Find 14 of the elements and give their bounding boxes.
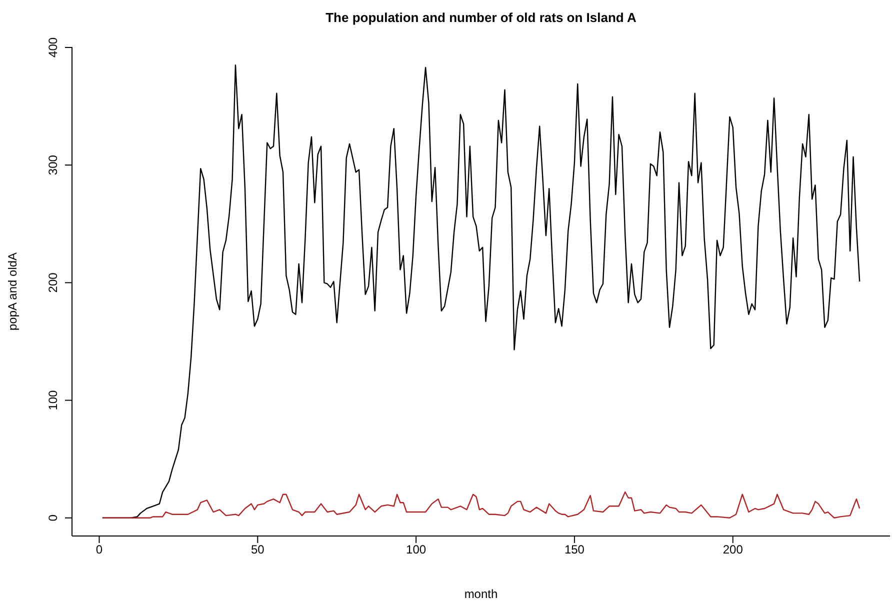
x-tick-label: 150	[564, 542, 585, 557]
x-tick-label: 100	[406, 542, 426, 557]
x-tick-label: 200	[722, 542, 744, 557]
y-tick-label: 400	[46, 37, 60, 58]
y-tick-label: 0	[46, 514, 60, 522]
x-axis-title: month	[464, 587, 498, 601]
line-series	[102, 491, 860, 518]
x-tick-label: 0	[96, 542, 103, 557]
y-tick-label: 300	[46, 154, 60, 176]
y-axis-title: popA and oldA	[5, 252, 20, 331]
x-tick-label: 50	[250, 542, 265, 557]
y-tick-label: 200	[46, 272, 60, 293]
y-tick-label: 100	[46, 390, 60, 410]
chart-title: The population and number of old rats on Island A	[324, 10, 638, 25]
